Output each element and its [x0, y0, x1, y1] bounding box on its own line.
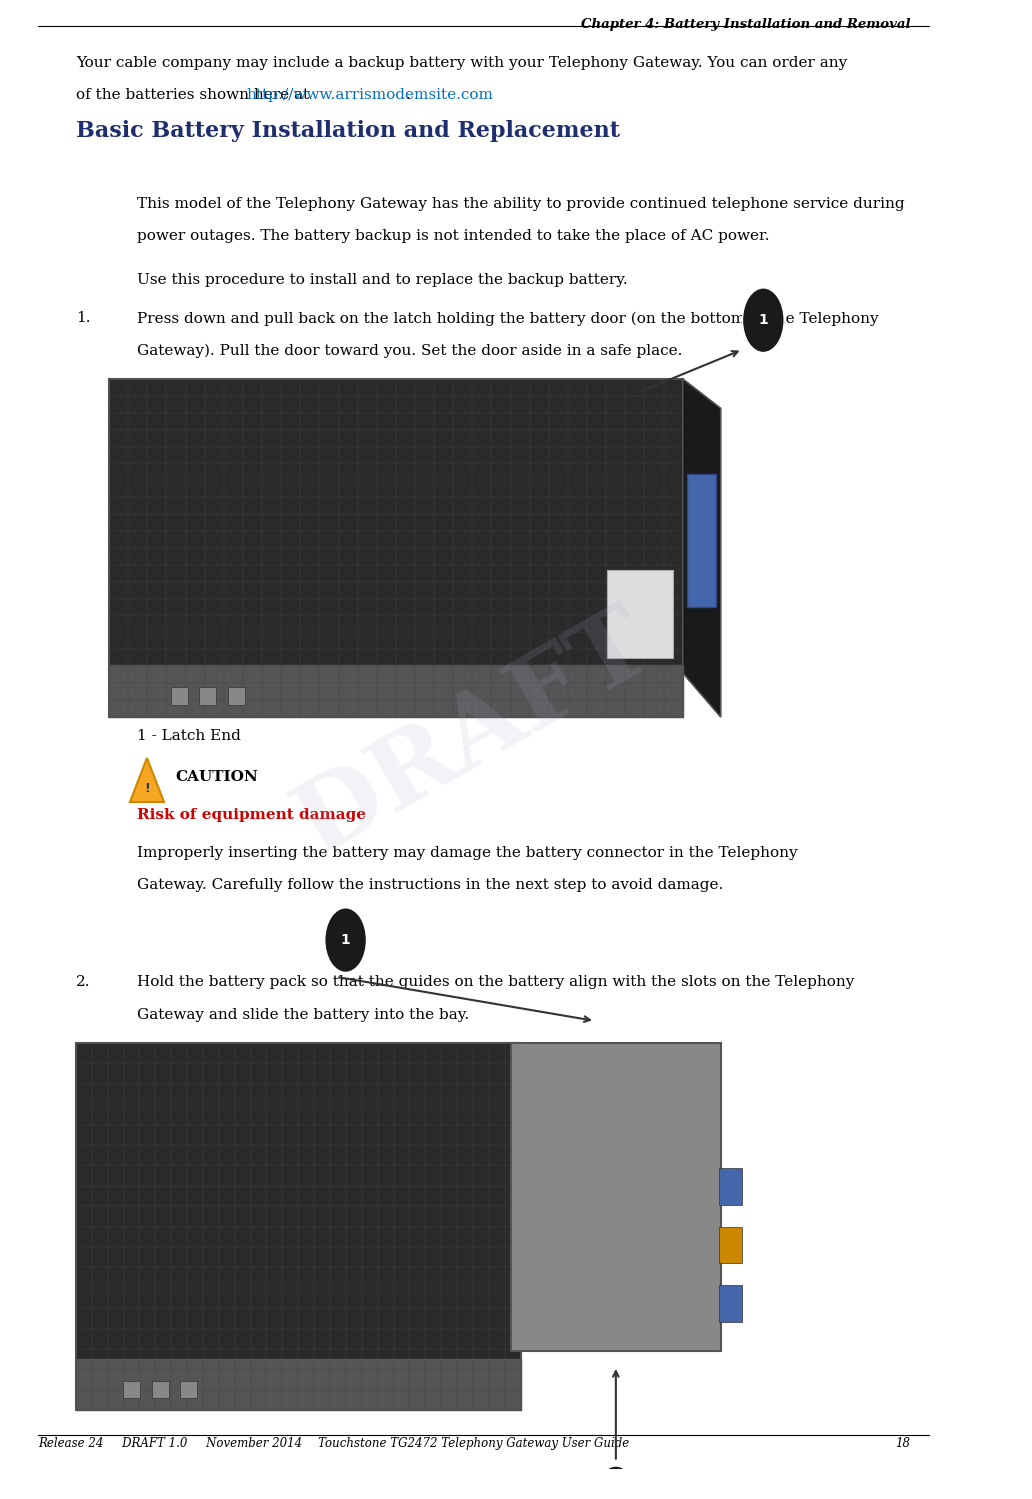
- Bar: [170, 688, 188, 705]
- Text: Gateway). Pull the door toward you. Set the door aside in a safe place.: Gateway). Pull the door toward you. Set …: [137, 343, 683, 358]
- Bar: [152, 1381, 169, 1399]
- Text: 1.: 1.: [76, 312, 91, 325]
- Text: 1 - Latch End: 1 - Latch End: [137, 729, 241, 742]
- Text: Improperly inserting the battery may damage the battery connector in the Telepho: Improperly inserting the battery may dam…: [137, 845, 798, 860]
- Text: Gateway and slide the battery into the bay.: Gateway and slide the battery into the b…: [137, 1007, 470, 1022]
- FancyBboxPatch shape: [687, 475, 716, 607]
- Text: DRAFT: DRAFT: [280, 594, 669, 874]
- Text: Basic Battery Installation and Replacement: Basic Battery Installation and Replaceme…: [76, 120, 620, 142]
- Text: of the batteries shown here at: of the batteries shown here at: [76, 88, 314, 102]
- Text: Risk of equipment damage: Risk of equipment damage: [137, 808, 366, 821]
- Text: power outages. The battery backup is not intended to take the place of AC power.: power outages. The battery backup is not…: [137, 229, 770, 243]
- Bar: [181, 1381, 197, 1399]
- FancyBboxPatch shape: [511, 1043, 720, 1352]
- Text: Touchstone TG2472 Telephony Gateway User Guide: Touchstone TG2472 Telephony Gateway User…: [319, 1436, 630, 1450]
- Polygon shape: [76, 1358, 520, 1411]
- Text: 1: 1: [341, 932, 351, 947]
- Bar: [199, 688, 216, 705]
- Polygon shape: [683, 379, 720, 717]
- FancyBboxPatch shape: [109, 379, 683, 717]
- Text: This model of the Telephony Gateway has the ability to provide continued telepho: This model of the Telephony Gateway has …: [137, 196, 905, 211]
- Bar: [718, 1226, 742, 1264]
- Text: 1: 1: [759, 313, 768, 327]
- Text: Your cable company may include a backup battery with your Telephony Gateway. You: Your cable company may include a backup …: [76, 55, 847, 70]
- Text: Press down and pull back on the latch holding the battery door (on the bottom of: Press down and pull back on the latch ho…: [137, 312, 879, 325]
- Bar: [607, 570, 673, 658]
- Circle shape: [595, 1466, 637, 1499]
- Bar: [228, 688, 245, 705]
- Polygon shape: [109, 666, 683, 717]
- Text: Release 24     DRAFT 1.0     November 2014: Release 24 DRAFT 1.0 November 2014: [38, 1436, 302, 1450]
- Text: Use this procedure to install and to replace the backup battery.: Use this procedure to install and to rep…: [137, 273, 628, 288]
- Text: Chapter 4: Battery Installation and Removal: Chapter 4: Battery Installation and Remo…: [581, 18, 910, 30]
- Text: Gateway. Carefully follow the instructions in the next step to avoid damage.: Gateway. Carefully follow the instructio…: [137, 878, 723, 892]
- Circle shape: [325, 908, 366, 973]
- Bar: [123, 1381, 140, 1399]
- Polygon shape: [130, 758, 164, 802]
- Bar: [718, 1168, 742, 1205]
- Circle shape: [742, 288, 784, 352]
- FancyBboxPatch shape: [76, 1043, 520, 1411]
- Text: !: !: [144, 782, 150, 796]
- Text: .: .: [406, 88, 411, 102]
- Text: CAUTION: CAUTION: [175, 769, 258, 784]
- Text: 2: 2: [611, 1492, 620, 1499]
- Bar: [718, 1285, 742, 1322]
- Text: Hold the battery pack so that the guides on the battery align with the slots on : Hold the battery pack so that the guides…: [137, 976, 854, 989]
- Text: 18: 18: [896, 1436, 910, 1450]
- Text: 2.: 2.: [76, 976, 91, 989]
- Text: http://www.arrismodemsite.com: http://www.arrismodemsite.com: [247, 88, 493, 102]
